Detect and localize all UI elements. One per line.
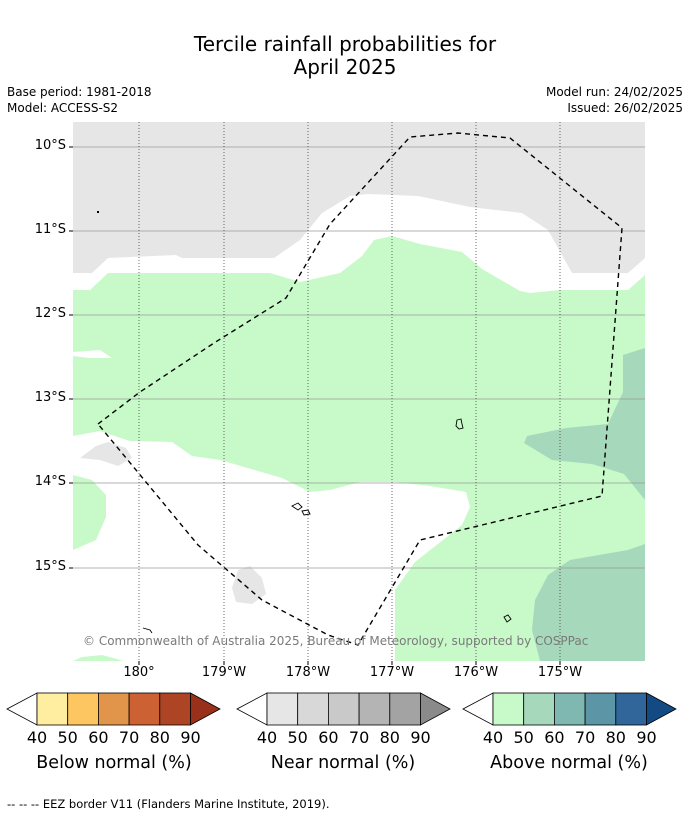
island-east xyxy=(455,418,464,430)
tick-label: 40 xyxy=(256,728,278,747)
above-normal-region-main xyxy=(73,236,645,661)
tick-label: 40 xyxy=(482,728,504,747)
above-normal-region-southwest xyxy=(73,655,124,661)
lat-label-15s: 15°S xyxy=(34,559,66,574)
tick-label: 60 xyxy=(318,728,339,747)
lon-label-176w: 176°W xyxy=(453,665,499,680)
tick-label: 90 xyxy=(410,728,431,747)
tick-label: 90 xyxy=(636,728,657,747)
colorbar-above-normal xyxy=(462,692,677,726)
colorbar-near-normal xyxy=(236,692,451,726)
tick-label: 60 xyxy=(544,728,565,747)
tick-label: 80 xyxy=(379,728,400,747)
map-title-line-2: April 2025 xyxy=(293,55,397,79)
island-south-west xyxy=(142,627,153,634)
tick-label: 60 xyxy=(88,728,109,747)
eez-border xyxy=(96,132,623,646)
lat-label-13s: 13°S xyxy=(34,390,66,405)
model-name: Model: ACCESS-S2 xyxy=(7,101,119,115)
latitude-gridlines xyxy=(73,146,645,569)
above-normal-region-west xyxy=(73,475,106,550)
colorbar-below-normal xyxy=(6,692,221,726)
near-normal-patch-1 xyxy=(80,442,132,466)
eez-border-legend: -- -- -- EEZ border V11 (Flanders Marine… xyxy=(7,797,330,811)
tick-label: 80 xyxy=(149,728,170,747)
tick-label: 80 xyxy=(605,728,626,747)
tick-label: 40 xyxy=(26,728,48,747)
lat-label-12s: 12°S xyxy=(34,306,66,321)
above-normal-region-southeast xyxy=(532,544,645,661)
lon-label-175w: 175°W xyxy=(537,665,583,680)
island-center-1 xyxy=(291,502,303,511)
near-normal-patch-2 xyxy=(232,566,266,604)
tick-label: 50 xyxy=(513,728,534,747)
issued-date: Issued: 26/02/2025 xyxy=(567,101,683,115)
tick-label: 70 xyxy=(574,728,596,747)
tick-label: 90 xyxy=(180,728,201,747)
map-title-line-1: Tercile rainfall probabilities for xyxy=(193,32,497,56)
above-normal-region-east xyxy=(524,348,645,500)
tick-label: 70 xyxy=(118,728,140,747)
colorbar-above-title: Above normal (%) xyxy=(490,753,648,773)
island-center-2 xyxy=(301,509,311,516)
lon-label-180: 180° xyxy=(123,665,155,680)
axis-ticks xyxy=(69,146,561,665)
tick-label: 50 xyxy=(57,728,78,747)
lat-label-11s: 11°S xyxy=(34,222,66,237)
lat-label-14s: 14°S xyxy=(34,474,66,489)
base-period: Base period: 1981-2018 xyxy=(7,85,152,99)
colorbar-near-title: Near normal (%) xyxy=(270,753,416,773)
model-run: Model run: 24/02/2025 xyxy=(545,85,683,99)
lon-label-179w: 179°W xyxy=(201,665,247,680)
tick-label: 70 xyxy=(348,728,370,747)
lon-label-178w: 178°W xyxy=(285,665,331,680)
near-normal-patch-3 xyxy=(166,122,206,136)
colorbar-below-title: Below normal (%) xyxy=(36,753,192,773)
island-north-dot xyxy=(97,211,99,213)
lat-label-10s: 10°S xyxy=(34,138,66,153)
island-southeast xyxy=(503,614,512,623)
copyright-notice: © Commonwealth of Australia 2025, Bureau… xyxy=(83,634,589,648)
tick-label: 50 xyxy=(287,728,308,747)
near-normal-region-north xyxy=(73,122,645,273)
lon-label-177w: 177°W xyxy=(369,665,415,680)
white-patch-west xyxy=(73,350,112,358)
